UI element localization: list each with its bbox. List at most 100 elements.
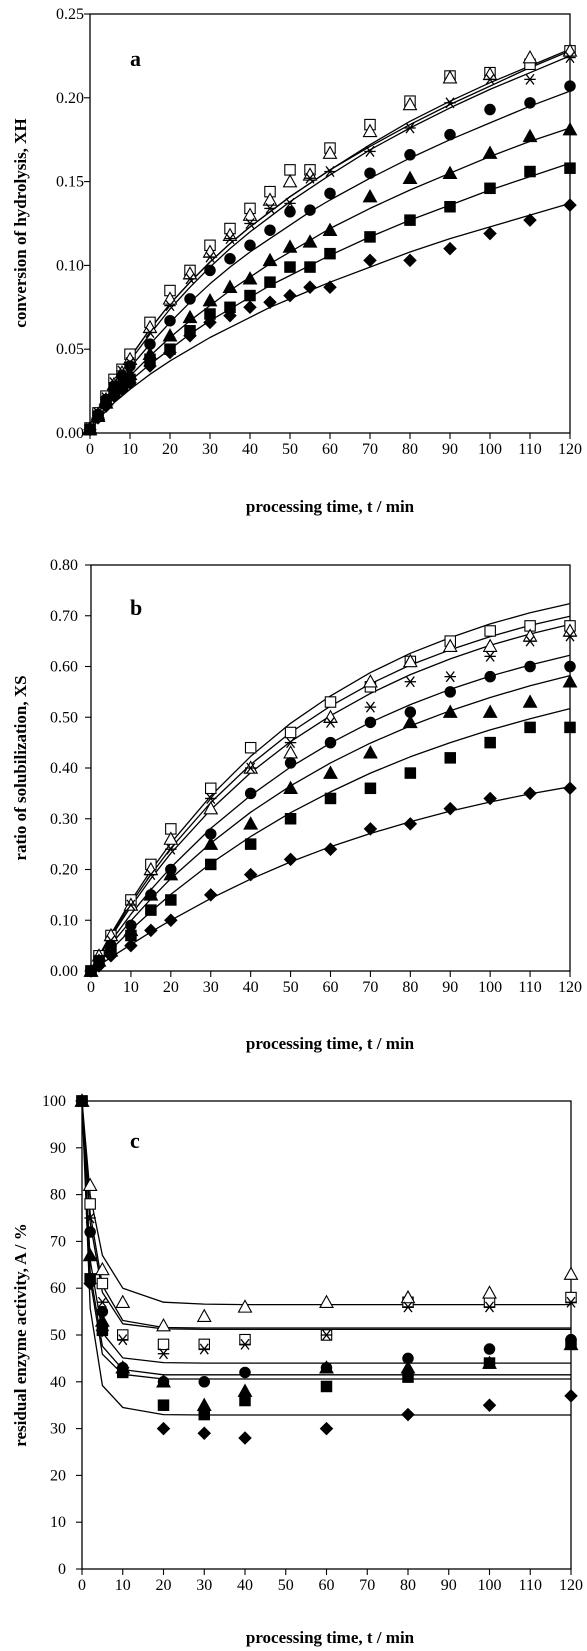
- data-points: [82, 43, 578, 437]
- x-axis-label: processing time, t / min: [246, 497, 415, 516]
- data-point-filled-triangle: [163, 866, 179, 881]
- data-point-filled-square: [198, 1408, 211, 1421]
- data-point-filled-triangle: [562, 674, 578, 688]
- x-tick-label: 100: [478, 979, 502, 996]
- data-point-asterisk: [244, 217, 256, 230]
- data-point-filled-diamond: [323, 842, 338, 856]
- data-point-filled-triangle: [362, 745, 378, 759]
- data-point-asterisk: [184, 273, 196, 285]
- data-point-open-square: [205, 782, 217, 795]
- panel-label: c: [130, 1128, 140, 1153]
- data-point-open-triangle: [402, 96, 418, 111]
- x-tick-label: 60: [319, 1577, 335, 1594]
- data-point-filled-circle: [564, 80, 576, 92]
- fit-curves: [90, 602, 571, 972]
- data-point-open-triangle: [563, 1266, 579, 1280]
- x-tick-label: 0: [86, 441, 94, 458]
- x-tick-label: 40: [243, 979, 259, 996]
- data-point-filled-diamond: [84, 964, 98, 978]
- data-point-filled-square: [145, 904, 157, 916]
- axis-ticks: 0 10 20 30 40 50 60 70 80 90 100 110 120 0.00 0.05 0.10…: [56, 6, 582, 458]
- data-point-filled-triangle: [237, 1383, 253, 1397]
- fit-line: [90, 615, 571, 972]
- data-point-asterisk: [402, 1301, 414, 1313]
- data-point-asterisk: [145, 869, 157, 881]
- data-point-asterisk: [125, 899, 137, 911]
- data-point-filled-square: [444, 200, 456, 213]
- series-filled-circle: [76, 1095, 577, 1388]
- data-point-open-triangle: [319, 1294, 334, 1308]
- data-point-asterisk: [204, 251, 216, 263]
- data-point-filled-diamond: [283, 852, 298, 867]
- x-tick-label: 50: [283, 979, 299, 996]
- data-point-open-triangle: [203, 800, 219, 815]
- y-tick-label: 60: [50, 1280, 66, 1297]
- data-point-asterisk: [165, 843, 177, 855]
- data-point-filled-triangle: [362, 189, 378, 203]
- x-tick-label: 120: [559, 1577, 583, 1594]
- data-point-filled-square: [239, 1394, 251, 1407]
- fit-line: [89, 50, 571, 434]
- data-point-open-square: [96, 1277, 109, 1290]
- series-open-square: [84, 45, 576, 434]
- x-tick-label: 80: [400, 1577, 416, 1594]
- data-point-filled-diamond: [483, 791, 497, 806]
- data-point-open-triangle: [115, 1294, 131, 1308]
- x-tick-label: 70: [362, 979, 378, 996]
- data-point-asterisk: [364, 701, 377, 713]
- data-point-filled-diamond: [92, 959, 106, 973]
- data-point-filled-circle: [364, 167, 376, 179]
- series-filled-diamond: [75, 1094, 578, 1445]
- y-tick-label: 40: [50, 1374, 66, 1391]
- series-asterisk: [76, 1095, 577, 1360]
- y-tick-label: 90: [50, 1140, 66, 1157]
- data-point-filled-diamond: [75, 1094, 89, 1108]
- fit-line: [89, 202, 571, 434]
- x-tick-label: 10: [115, 1577, 131, 1594]
- data-point-asterisk: [524, 635, 536, 647]
- data-point-filled-square: [524, 721, 536, 734]
- data-point-asterisk: [404, 676, 417, 688]
- x-tick-label: 40: [237, 1577, 253, 1594]
- data-point-filled-circle: [84, 1226, 96, 1238]
- fit-curves: [89, 48, 571, 434]
- x-tick-label: 120: [558, 979, 582, 996]
- data-points: [74, 1093, 579, 1445]
- x-tick-label: 30: [202, 441, 218, 458]
- data-point-filled-diamond: [363, 822, 378, 836]
- data-point-filled-square: [165, 894, 177, 906]
- y-tick-label: 70: [50, 1233, 66, 1250]
- data-point-filled-triangle: [143, 887, 159, 901]
- data-point-asterisk: [444, 97, 456, 109]
- data-point-filled-triangle: [202, 292, 218, 307]
- axis-ticks: 0 10 20 30 40 50 60 70 80 90 100 110 120 0.00 0.10 0.20…: [50, 557, 582, 996]
- data-point-filled-triangle: [402, 170, 418, 184]
- fit-line: [90, 707, 571, 972]
- data-point-filled-circle: [244, 239, 256, 252]
- data-point-open-triangle: [442, 638, 458, 652]
- x-tick-label: 0: [78, 1577, 86, 1594]
- data-point-filled-diamond: [144, 923, 158, 938]
- fit-line: [81, 1100, 571, 1329]
- data-point-asterisk: [444, 671, 456, 683]
- x-tick-label: 90: [442, 979, 458, 996]
- x-tick-label: 100: [478, 441, 502, 458]
- x-tick-label: 80: [402, 441, 418, 458]
- x-tick-label: 110: [518, 441, 541, 458]
- data-point-asterisk: [157, 1348, 170, 1360]
- y-tick-label: 10: [50, 1514, 66, 1531]
- x-tick-label: 120: [558, 441, 582, 458]
- data-point-filled-circle: [239, 1366, 251, 1379]
- data-point-filled-diamond: [563, 198, 577, 212]
- x-tick-label: 100: [478, 1577, 502, 1594]
- series-asterisk: [85, 630, 576, 977]
- data-point-filled-triangle: [322, 222, 338, 236]
- data-point-open-triangle: [196, 1308, 212, 1323]
- data-point-open-square: [157, 1338, 170, 1351]
- x-tick-label: 90: [442, 441, 458, 458]
- data-point-open-square: [484, 625, 496, 637]
- x-tick-label: 70: [359, 1577, 375, 1594]
- data-point-open-triangle: [482, 1285, 497, 1299]
- y-axis-label: conversion of hydrolysis, XH: [11, 118, 30, 327]
